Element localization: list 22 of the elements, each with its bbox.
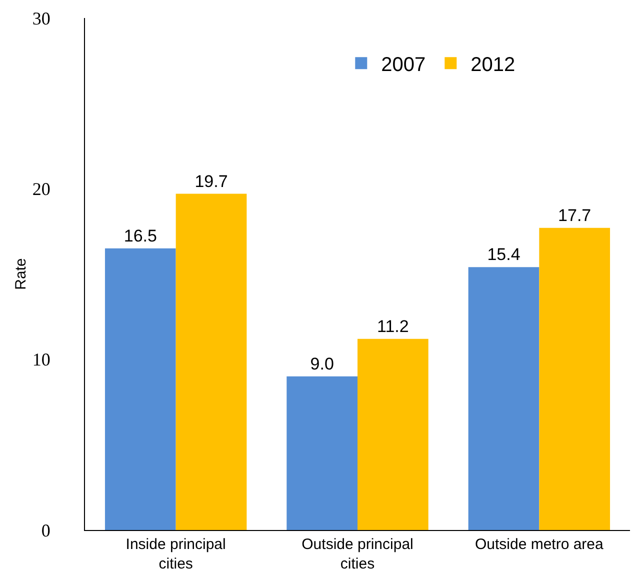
- bar: [176, 194, 247, 530]
- bar: [358, 338, 428, 530]
- data-label: 16.5: [124, 226, 157, 246]
- bar: [539, 228, 610, 530]
- legend-label: 2007: [381, 54, 426, 76]
- x-tick-label: Inside principal cities: [126, 536, 226, 572]
- x-tick-label: Outside principal cities: [302, 536, 414, 572]
- data-label: 15.4: [487, 245, 520, 264]
- y-axis-title: Rate: [12, 258, 30, 290]
- data-label: 17.7: [558, 206, 592, 225]
- x-tick-label: Outside metro area: [474, 536, 604, 553]
- y-tick-label: 10: [32, 350, 50, 370]
- data-label: 11.2: [377, 316, 409, 336]
- legend-label: 2012: [470, 54, 516, 76]
- y-tick-label: 0: [41, 520, 50, 540]
- data-label: 19.7: [194, 172, 228, 191]
- bar: [104, 248, 176, 530]
- bar: [286, 376, 358, 530]
- y-tick-label: 20: [32, 178, 50, 199]
- data-label: 9.0: [310, 354, 334, 374]
- bar: [468, 267, 540, 530]
- y-tick-label: 30: [32, 8, 50, 28]
